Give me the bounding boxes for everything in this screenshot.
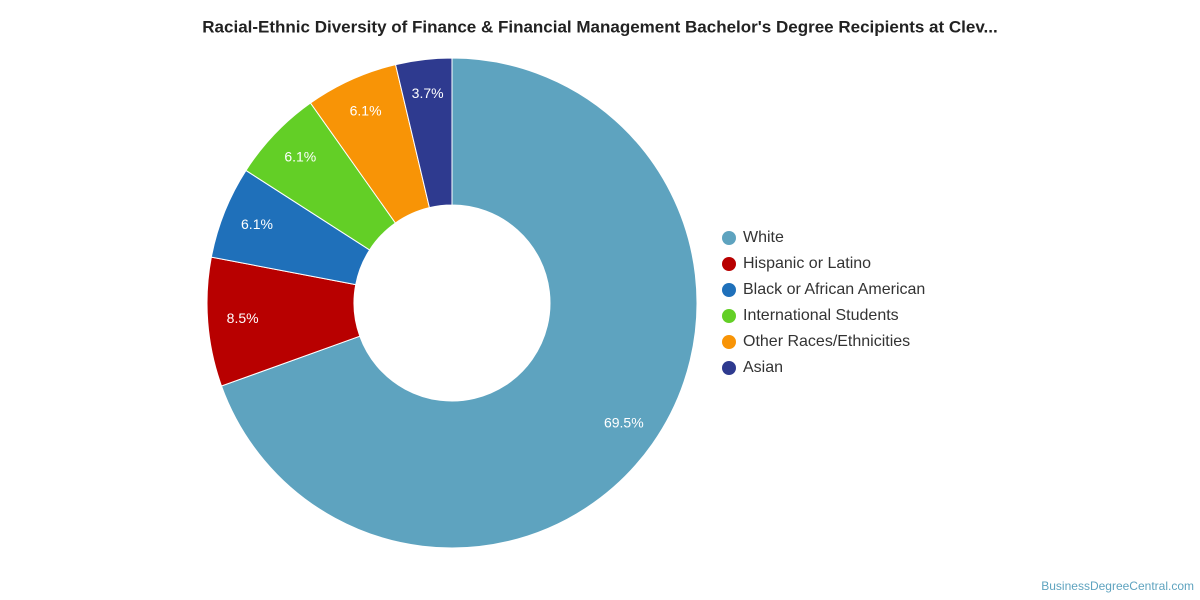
- legend-swatch: [722, 257, 736, 271]
- legend-label: International Students: [743, 307, 899, 324]
- value-label: 8.5%: [227, 310, 259, 326]
- value-label: 6.1%: [350, 102, 382, 118]
- legend-swatch: [722, 283, 736, 297]
- slice: [220, 57, 698, 549]
- legend-label: Black or African American: [743, 281, 925, 298]
- legend-swatch: [722, 309, 736, 323]
- legend-swatch: [722, 335, 736, 349]
- value-label: 6.1%: [284, 149, 316, 165]
- value-label: 69.5%: [604, 414, 644, 430]
- value-label: 6.1%: [241, 216, 273, 232]
- legend-swatch: [722, 231, 736, 245]
- legend-label: White: [743, 229, 784, 246]
- legend-label: Hispanic or Latino: [743, 255, 871, 272]
- slice: [394, 57, 453, 209]
- chart-title: Racial-Ethnic Diversity of Finance & Fin…: [202, 17, 997, 36]
- legend-swatch: [722, 361, 736, 375]
- value-label: 3.7%: [412, 85, 444, 101]
- legend-label: Other Races/Ethnicities: [743, 333, 910, 350]
- source: BusinessDegreeCentral.com: [1041, 579, 1194, 593]
- legend-label: Asian: [743, 359, 783, 376]
